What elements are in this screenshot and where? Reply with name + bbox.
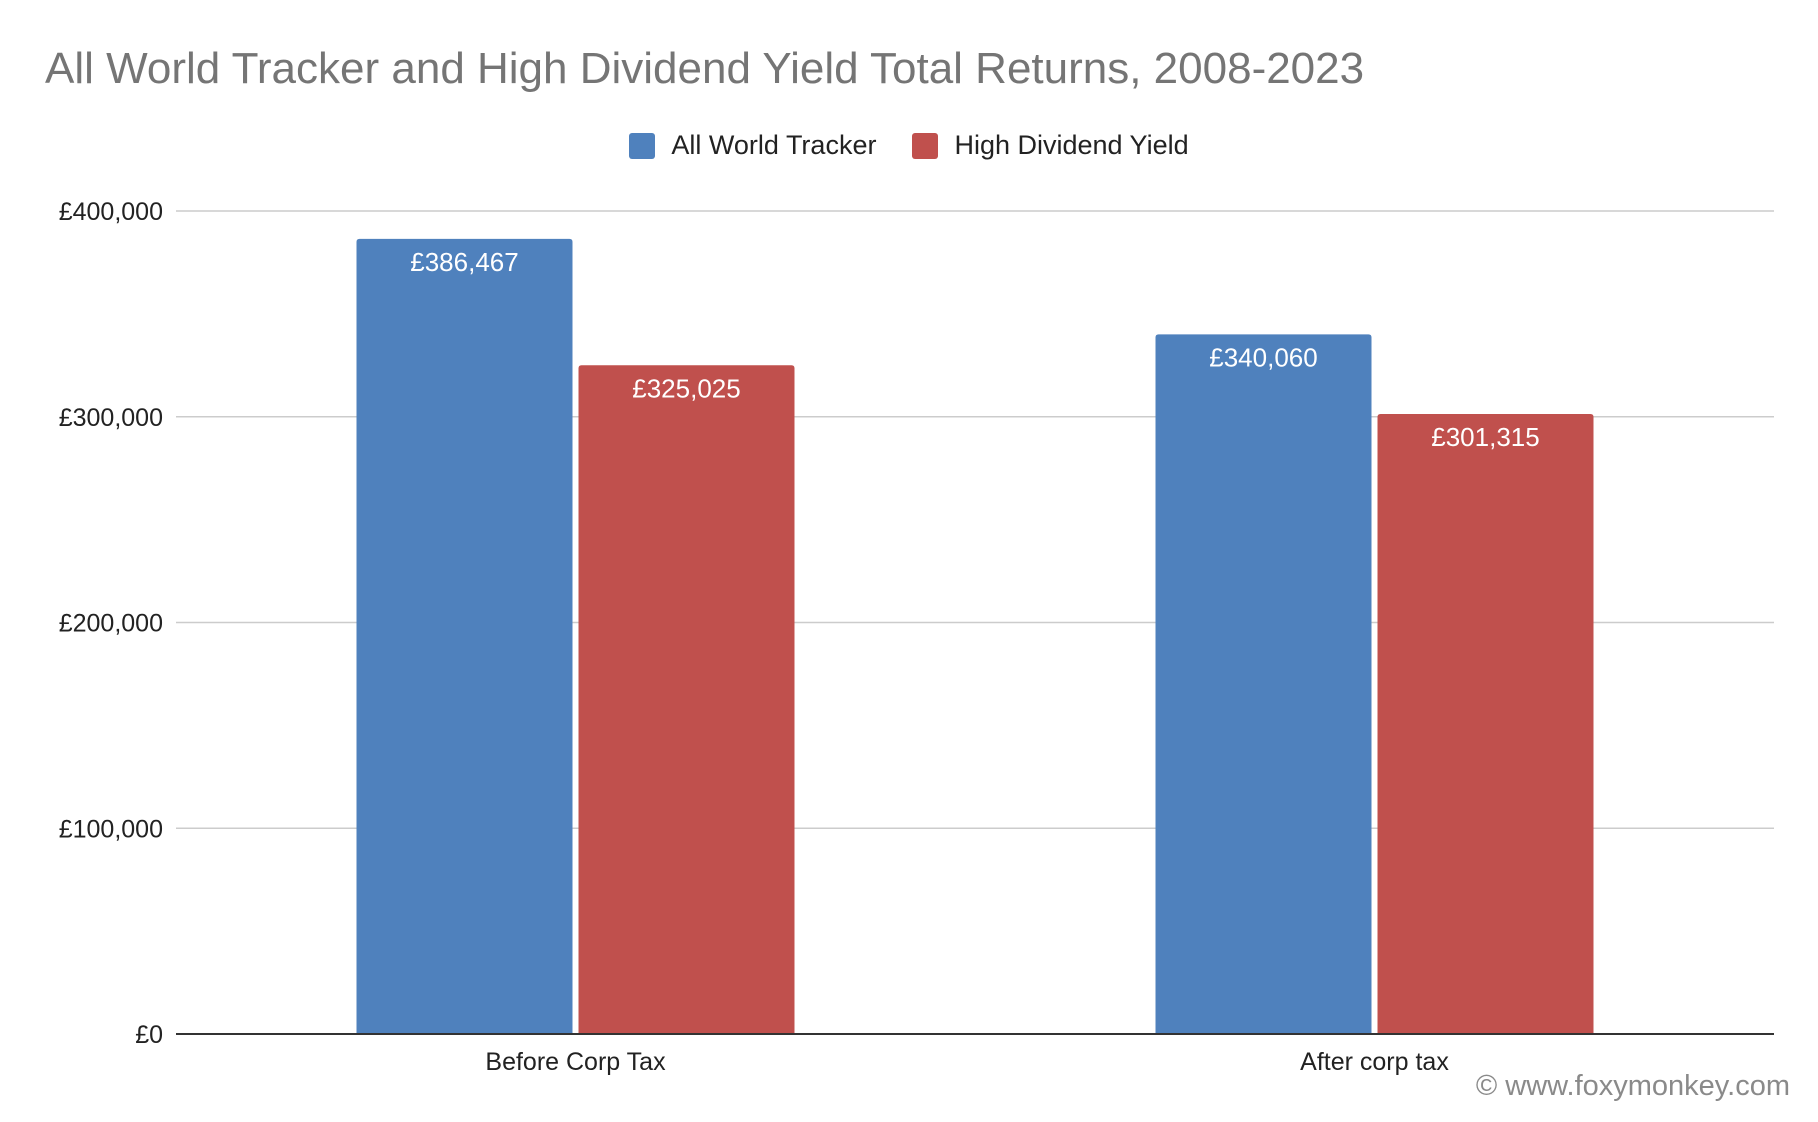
data-label: £325,025: [632, 373, 740, 403]
legend-swatch-all-world-tracker: [629, 132, 656, 159]
legend-item-high-dividend-yield: High Dividend Yield: [912, 130, 1189, 161]
legend-swatch-high-dividend-yield: [912, 132, 939, 159]
y-tick-label: £300,000: [59, 404, 163, 432]
y-tick-label: £100,000: [59, 815, 163, 843]
legend-label-high-dividend-yield: High Dividend Yield: [954, 130, 1189, 160]
bar-all-world-tracker: [356, 238, 573, 1035]
bar-high-dividend-yield: [578, 365, 795, 1034]
bar-all-world-tracker: [1155, 334, 1372, 1034]
y-tick-label: £400,000: [59, 198, 163, 226]
data-label: £301,315: [1431, 422, 1539, 452]
x-tick-label: After corp tax: [1300, 1048, 1449, 1076]
y-tick-label: £200,000: [59, 610, 163, 638]
data-label: £340,060: [1209, 342, 1317, 372]
y-tick-label: £0: [135, 1021, 163, 1049]
watermark: © www.foxymonkey.com: [1475, 1070, 1790, 1102]
legend-label-all-world-tracker: All World Tracker: [671, 130, 877, 160]
x-tick-label: Before Corp Tax: [485, 1048, 666, 1076]
legend-item-all-world-tracker: All World Tracker: [629, 130, 876, 161]
bar-high-dividend-yield: [1377, 414, 1594, 1034]
chart-title: All World Tracker and High Dividend Yiel…: [45, 44, 1365, 93]
legend: All World Tracker High Dividend Yield: [0, 130, 1818, 161]
data-label: £386,467: [410, 247, 518, 277]
